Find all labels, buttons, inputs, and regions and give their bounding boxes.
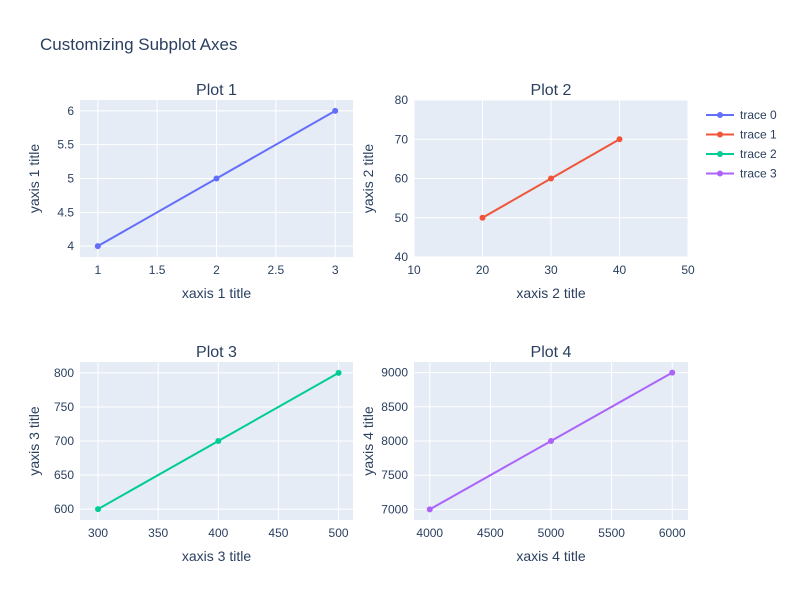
y-tick-label: 40	[395, 250, 409, 264]
y-axis-title: yaxis 2 title	[360, 144, 376, 213]
x-tick-label: 5000	[538, 526, 565, 540]
x-tick-label: 450	[268, 526, 288, 540]
x-tick-label: 10	[407, 263, 421, 277]
y-tick-label: 5.5	[57, 138, 74, 152]
y-tick-label: 650	[54, 468, 74, 482]
legend-swatch-marker	[717, 131, 723, 138]
y-tick-label: 80	[395, 93, 409, 107]
legend-label: trace 2	[740, 147, 777, 161]
y-axis-title: yaxis 4 title	[360, 406, 376, 475]
data-point[interactable]	[335, 369, 342, 376]
x-tick-label: 350	[148, 526, 168, 540]
x-tick-label: 3	[332, 263, 339, 277]
subplot-title: Plot 1	[196, 82, 237, 99]
y-tick-label: 4.5	[57, 205, 74, 219]
y-tick-label: 5	[67, 172, 74, 186]
legend-item[interactable]: trace 0	[706, 108, 777, 122]
subplot-3: 300 350 400 450 500 600 650 700 750 800 Plot 3 xaxi…	[26, 344, 353, 564]
legend-label: trace 0	[740, 108, 777, 122]
x-tick-label: 300	[88, 526, 108, 540]
y-axis-title: yaxis 3 title	[26, 406, 42, 475]
subplot-2: 10 20 30 40 50 40 50 60 70 80 Plot 2 xaxis 2 title y…	[360, 82, 695, 301]
data-point[interactable]	[479, 214, 486, 221]
subplot-1: 1 1.5 2 2.5 3 4 4.5 5 5.5 6 Plot 1 xaxis 1 title yax…	[26, 82, 353, 301]
y-tick-label: 70	[395, 132, 409, 146]
data-point[interactable]	[332, 107, 339, 114]
x-tick-label: 400	[208, 526, 228, 540]
x-tick-label: 50	[681, 263, 695, 277]
y-tick-label: 8000	[381, 434, 408, 448]
legend[interactable]: trace 0 trace 1 trace 2 trace 3	[706, 108, 777, 181]
y-tick-label: 750	[54, 400, 74, 414]
x-axis-title: xaxis 4 title	[516, 548, 585, 564]
x-tick-label: 4000	[416, 526, 443, 540]
x-tick-label: 500	[329, 526, 349, 540]
subplot-title: Plot 2	[531, 82, 572, 99]
subplots: 1 1.5 2 2.5 3 4 4.5 5 5.5 6 Plot 1 xaxis 1 title yax…	[26, 82, 695, 564]
data-point[interactable]	[94, 243, 101, 250]
y-tick-label: 7000	[381, 502, 408, 516]
data-point[interactable]	[213, 175, 220, 182]
y-axis-title: yaxis 1 title	[26, 144, 42, 213]
x-tick-label: 30	[544, 263, 558, 277]
y-tick-label: 8500	[381, 400, 408, 414]
x-axis-title: xaxis 2 title	[516, 285, 585, 301]
y-tick-label: 9000	[381, 366, 408, 380]
data-point[interactable]	[548, 438, 554, 444]
legend-item[interactable]: trace 3	[706, 167, 777, 181]
x-tick-label: 5500	[598, 526, 625, 540]
data-point[interactable]	[426, 506, 433, 513]
data-point[interactable]	[95, 506, 102, 513]
y-tick-label: 600	[54, 502, 74, 516]
legend-swatch-marker	[717, 112, 723, 118]
y-tick-label: 7500	[381, 468, 408, 482]
x-tick-label: 20	[476, 263, 490, 277]
x-axis-title: xaxis 1 title	[182, 285, 251, 301]
data-point[interactable]	[669, 369, 676, 376]
subplot-title: Plot 3	[196, 344, 237, 361]
x-tick-label: 2.5	[268, 263, 285, 277]
x-tick-label: 4500	[477, 526, 504, 540]
y-tick-label: 4	[67, 239, 74, 253]
y-tick-label: 50	[395, 211, 409, 225]
data-point[interactable]	[616, 136, 623, 143]
x-tick-label: 1.5	[149, 263, 166, 277]
x-tick-label: 40	[613, 263, 627, 277]
data-point[interactable]	[215, 438, 222, 444]
x-axis-title: xaxis 3 title	[182, 548, 251, 564]
legend-swatch-marker	[717, 151, 723, 157]
legend-item[interactable]: trace 1	[706, 128, 777, 142]
x-tick-label: 1	[94, 263, 101, 277]
subplot-4: 4000 4500 5000 5500 6000 7000 7500 8000 8500 9000…	[360, 344, 688, 564]
subplot-title: Plot 4	[531, 344, 572, 361]
legend-label: trace 1	[740, 128, 777, 142]
data-point[interactable]	[548, 175, 554, 182]
x-tick-label: 2	[213, 263, 220, 277]
figure-title: Customizing Subplot Axes	[40, 35, 238, 54]
y-tick-label: 60	[395, 172, 409, 186]
legend-item[interactable]: trace 2	[706, 147, 777, 161]
legend-label: trace 3	[740, 167, 777, 181]
y-tick-label: 800	[54, 366, 74, 380]
y-tick-label: 6	[67, 104, 74, 118]
y-tick-label: 700	[54, 434, 74, 448]
x-tick-label: 6000	[659, 526, 686, 540]
legend-swatch-marker	[717, 170, 723, 177]
